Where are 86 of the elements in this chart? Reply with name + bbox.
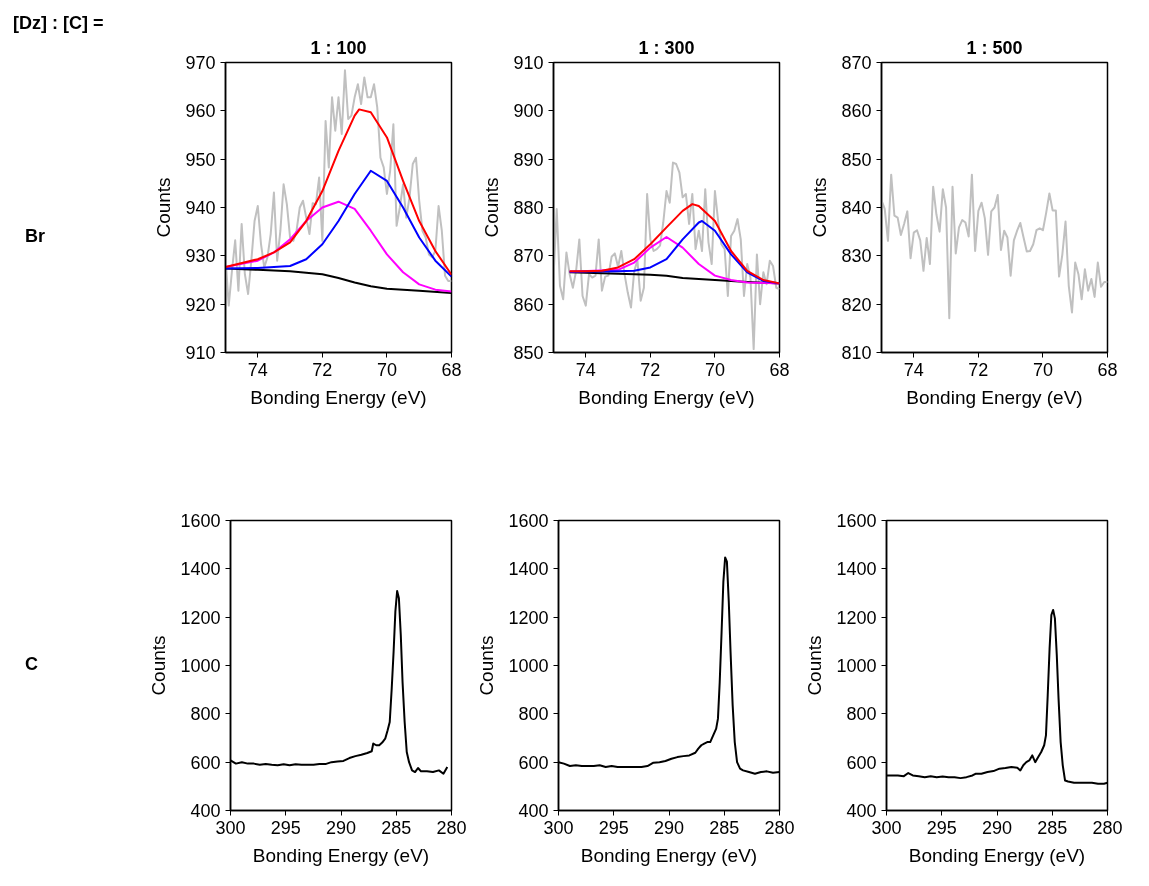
- y-axis-title: Counts: [148, 635, 170, 696]
- y-tick-label: 1200: [508, 607, 549, 628]
- y-tick-label: 840: [841, 198, 872, 218]
- y-axis-title: Counts: [476, 635, 498, 696]
- x-tick-label: 74: [247, 359, 268, 380]
- text: C: [25, 653, 38, 676]
- y-tick-label: 820: [841, 294, 872, 315]
- line-series: [568, 203, 780, 285]
- text: Br: [25, 225, 46, 248]
- y-tick-label: 830: [841, 246, 872, 267]
- x-tick-label: 280: [1092, 817, 1123, 838]
- y-tick-label: 890: [513, 149, 544, 170]
- y-tick-label: 1000: [836, 656, 877, 676]
- line-series: [881, 173, 1108, 320]
- y-tick-label: 800: [190, 704, 221, 725]
- x-tick-label: 68: [441, 359, 462, 380]
- text: [Dz] : [C] =: [13, 12, 104, 35]
- x-tick-label: 290: [325, 817, 357, 838]
- x-tick-label: 285: [709, 817, 740, 838]
- x-tick-label: 74: [575, 359, 596, 380]
- y-tick-label: 850: [513, 343, 544, 363]
- x-axis-title: Bonding Energy (eV): [578, 386, 755, 408]
- x-tick-label: 72: [968, 359, 989, 380]
- x-tick-label: 70: [704, 359, 725, 380]
- x-axis-title: Bonding Energy (eV): [908, 844, 1086, 866]
- y-tick-label: 1400: [836, 559, 877, 580]
- y-tick-label: 940: [185, 198, 216, 218]
- y-tick-label: 930: [185, 246, 216, 267]
- y-tick-label: 600: [846, 752, 877, 773]
- y-tick-label: 850: [841, 149, 872, 170]
- y-tick-label: 870: [841, 53, 872, 73]
- y-tick-label: 1200: [180, 607, 221, 628]
- x-tick-label: 72: [640, 359, 661, 380]
- y-tick-label: 600: [518, 752, 549, 773]
- y-tick-label: 1600: [180, 511, 221, 531]
- x-tick-label: 68: [769, 359, 790, 380]
- y-tick-label: 800: [846, 704, 877, 725]
- y-tick-label: 910: [513, 53, 544, 73]
- chart-title: 1 : 100: [310, 37, 367, 58]
- x-tick-label: 70: [376, 359, 397, 380]
- y-tick-label: 1600: [836, 511, 877, 531]
- x-axis-title: Bonding Energy (eV): [906, 386, 1083, 408]
- chart-title: 1 : 300: [638, 37, 695, 58]
- y-tick-label: 900: [513, 101, 544, 122]
- y-tick-label: 860: [841, 101, 872, 122]
- y-axis-title: Counts: [809, 177, 831, 238]
- line-series: [225, 169, 452, 278]
- y-tick-label: 870: [513, 246, 544, 267]
- y-tick-label: 960: [185, 101, 216, 122]
- x-axis-title: Bonding Energy (eV): [252, 844, 430, 866]
- x-tick-label: 290: [653, 817, 685, 838]
- y-tick-label: 860: [513, 294, 544, 315]
- line-series: [225, 108, 452, 276]
- y-tick-label: 1600: [508, 511, 549, 531]
- line-series: [225, 69, 452, 307]
- x-axis-title: Bonding Energy (eV): [250, 386, 427, 408]
- y-axis-title: Counts: [804, 635, 826, 696]
- y-tick-label: 920: [185, 294, 216, 315]
- x-tick-label: 295: [270, 817, 301, 838]
- x-tick-label: 74: [903, 359, 924, 380]
- y-tick-label: 970: [185, 53, 216, 73]
- y-tick-label: 1000: [508, 656, 549, 676]
- y-tick-label: 880: [513, 198, 544, 218]
- x-tick-label: 280: [436, 817, 467, 838]
- x-tick-label: 285: [381, 817, 412, 838]
- y-tick-label: 1400: [180, 559, 221, 580]
- x-tick-label: 285: [1037, 817, 1068, 838]
- y-tick-label: 800: [518, 704, 549, 725]
- y-axis-title: Counts: [153, 177, 175, 238]
- y-tick-label: 910: [185, 343, 216, 363]
- x-tick-label: 295: [926, 817, 957, 838]
- x-tick-label: 68: [1097, 359, 1118, 380]
- y-tick-label: 1000: [180, 656, 221, 676]
- y-tick-label: 1400: [508, 559, 549, 580]
- y-tick-label: 950: [185, 149, 216, 170]
- x-tick-label: 290: [981, 817, 1013, 838]
- chart-title: 1 : 500: [966, 37, 1023, 58]
- y-tick-label: 1200: [836, 607, 877, 628]
- y-axis-title: Counts: [481, 177, 503, 238]
- x-axis-title: Bonding Energy (eV): [580, 844, 758, 866]
- x-tick-label: 295: [598, 817, 629, 838]
- y-tick-label: 600: [190, 752, 221, 773]
- x-tick-label: 72: [312, 359, 333, 380]
- x-tick-label: 70: [1032, 359, 1053, 380]
- y-tick-label: 810: [841, 343, 872, 363]
- x-tick-label: 280: [764, 817, 795, 838]
